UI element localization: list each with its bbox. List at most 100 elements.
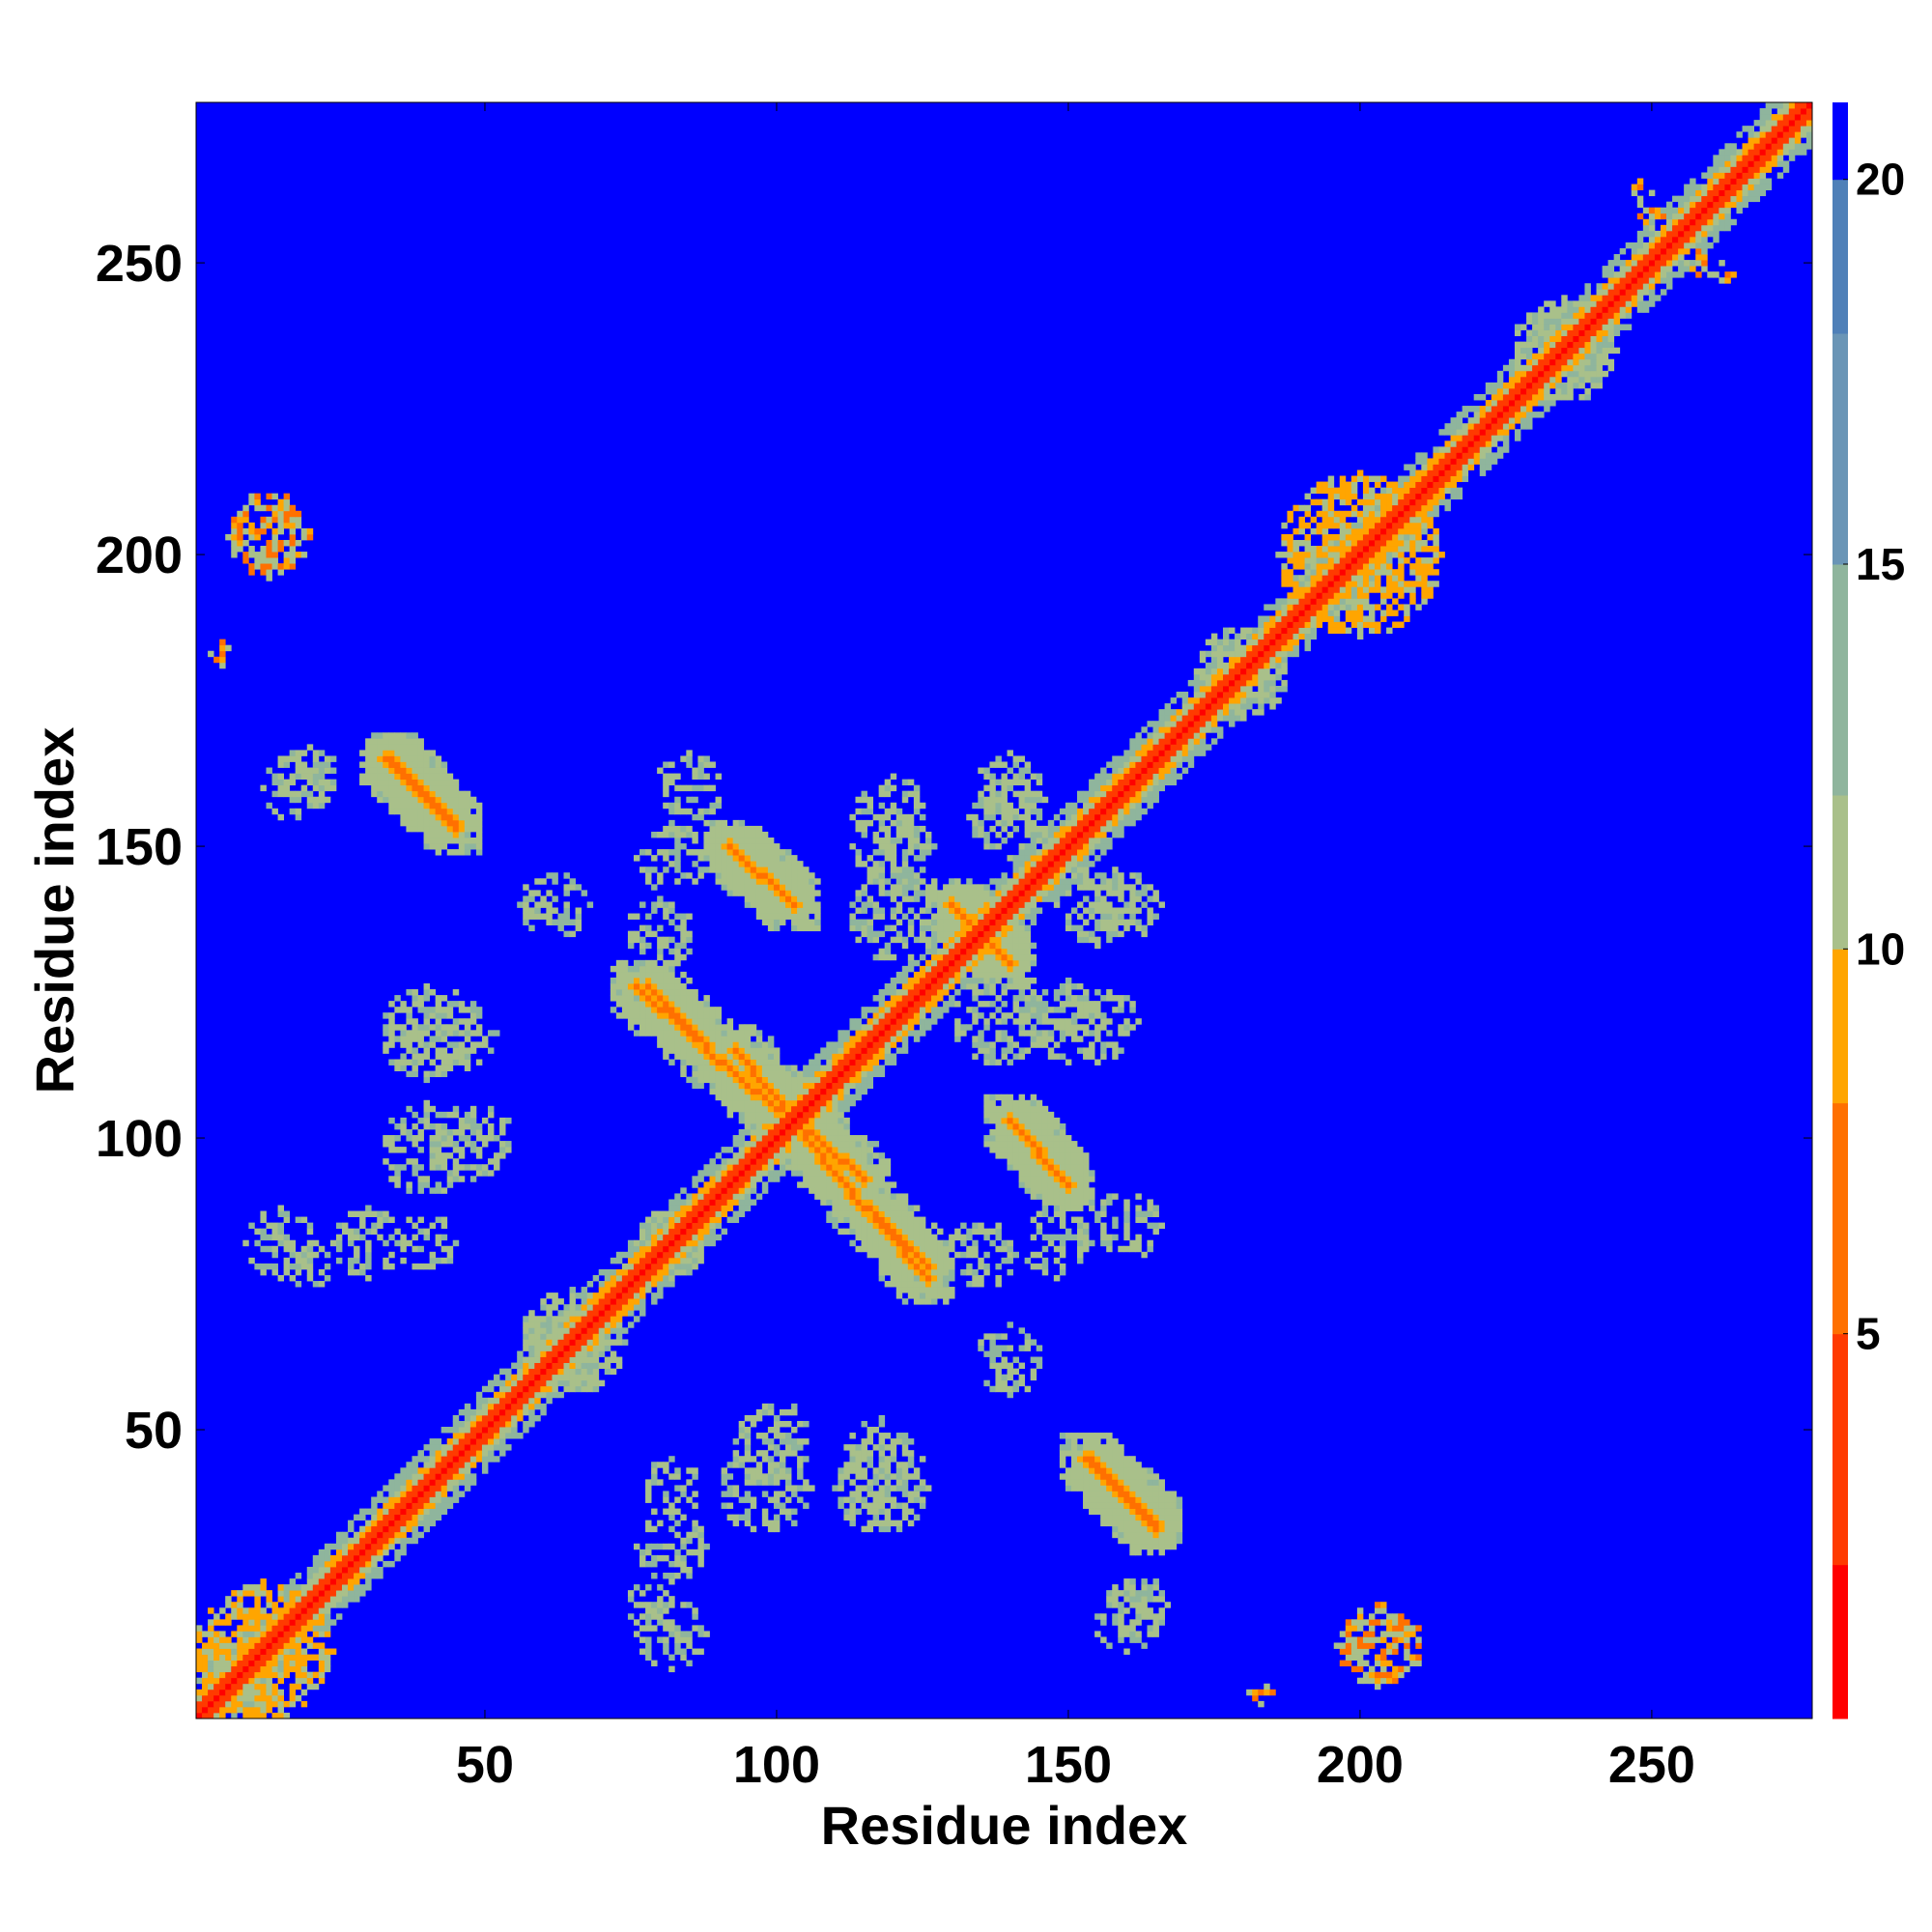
heatmap-cell: [878, 1414, 886, 1422]
heatmap-cell: [458, 1122, 466, 1130]
heatmap-cell: [867, 1193, 874, 1200]
heatmap-cell: [820, 1047, 827, 1054]
heatmap-cell: [721, 1047, 728, 1054]
heatmap-cell: [1152, 1520, 1159, 1527]
heatmap-cell: [872, 1473, 880, 1480]
heatmap-cell: [435, 1239, 442, 1247]
heatmap-cell: [633, 977, 640, 984]
heatmap-cell: [668, 1030, 675, 1037]
heatmap-cell: [715, 1007, 722, 1013]
heatmap-cell: [843, 1152, 850, 1159]
heatmap-cell: [1053, 1199, 1061, 1206]
heatmap-cell: [1152, 1496, 1159, 1503]
heatmap-cell: [254, 1648, 261, 1655]
heatmap-cell: [651, 930, 658, 938]
heatmap-cell: [919, 1030, 926, 1037]
heatmap-cell: [989, 1339, 996, 1346]
heatmap-cell: [1118, 1607, 1124, 1614]
heatmap-cell: [359, 1234, 366, 1241]
heatmap-cell: [365, 1573, 372, 1579]
heatmap-cell: [791, 1117, 798, 1124]
heatmap-cell: [610, 1356, 617, 1363]
heatmap-cell: [761, 1520, 769, 1527]
heatmap-cell: [966, 1251, 973, 1259]
heatmap-cell: [429, 1041, 437, 1048]
heatmap-cell: [715, 1234, 722, 1241]
heatmap-cell: [289, 1263, 297, 1270]
heatmap-cell: [633, 1239, 640, 1247]
heatmap-cell: [1100, 1012, 1107, 1019]
heatmap-cell: [388, 1502, 395, 1509]
heatmap-cell: [1012, 1041, 1019, 1048]
heatmap-cell: [663, 1274, 669, 1282]
heatmap-cell: [540, 1408, 547, 1416]
heatmap-cell: [983, 1117, 990, 1124]
heatmap-cell: [744, 1479, 752, 1486]
heatmap-cell: [208, 1712, 214, 1719]
heatmap-cell: [995, 977, 1002, 984]
heatmap-cell: [820, 1128, 827, 1136]
heatmap-cell: [494, 1158, 500, 1165]
heatmap-cell: [1053, 1187, 1061, 1194]
heatmap-cell: [1018, 1135, 1026, 1142]
heatmap-cell: [1112, 1520, 1119, 1527]
heatmap-cell: [312, 1671, 320, 1679]
heatmap-cell: [919, 1456, 926, 1463]
heatmap-cell: [931, 1293, 938, 1299]
heatmap-cell: [505, 1374, 512, 1381]
heatmap-cell: [872, 1216, 880, 1224]
heatmap-cell: [254, 1584, 261, 1591]
heatmap-cell: [417, 1502, 424, 1509]
heatmap-cell: [721, 1164, 728, 1171]
heatmap-cell: [260, 1665, 267, 1673]
heatmap-cell: [767, 1147, 775, 1153]
heatmap-cell: [949, 995, 955, 1002]
heatmap-cell: [633, 1631, 640, 1637]
heatmap-cell: [1118, 1462, 1124, 1468]
heatmap-cell: [1083, 1030, 1090, 1037]
heatmap-cell: [697, 1047, 704, 1054]
heatmap-cell: [417, 1485, 424, 1492]
heatmap-cell: [1007, 1094, 1013, 1101]
heatmap-cell: [668, 936, 675, 944]
heatmap-cell: [1024, 1181, 1032, 1188]
heatmap-cell: [563, 1362, 570, 1370]
heatmap-cell: [744, 1094, 752, 1101]
heatmap-cell: [732, 1030, 740, 1037]
heatmap-cell: [989, 965, 996, 973]
heatmap-cell: [475, 1397, 483, 1405]
heatmap-cell: [266, 1636, 272, 1643]
heatmap-cell: [289, 1274, 297, 1282]
heatmap-cell: [517, 1397, 524, 1405]
heatmap-cell: [446, 1257, 454, 1264]
heatmap-cell: [213, 1619, 220, 1626]
heatmap-cell: [884, 1170, 892, 1177]
heatmap-cell: [348, 1573, 355, 1579]
heatmap-cell: [540, 1345, 547, 1351]
heatmap-cell: [1065, 1234, 1072, 1241]
heatmap-cell: [907, 1222, 915, 1230]
heatmap-cell: [283, 1636, 291, 1643]
heatmap-cell: [615, 1257, 623, 1264]
heatmap-cell: [196, 1625, 203, 1632]
heatmap-cell: [715, 1216, 722, 1224]
heatmap-cell: [651, 1018, 658, 1025]
heatmap-cell: [499, 1408, 506, 1416]
heatmap-cell: [435, 1070, 442, 1078]
heatmap-cell: [1077, 1036, 1084, 1042]
heatmap-cell: [668, 1210, 675, 1217]
heatmap-cell: [306, 1596, 314, 1603]
heatmap-cell: [324, 1548, 331, 1556]
heatmap-cell: [458, 1007, 466, 1013]
heatmap-cell: [440, 1158, 448, 1165]
heatmap-cell: [1047, 1111, 1055, 1119]
heatmap-cell: [639, 1281, 646, 1288]
heatmap-cell: [668, 1041, 675, 1048]
heatmap-cell: [738, 1456, 746, 1463]
heatmap-cell: [1001, 1105, 1008, 1113]
heatmap-cell: [1386, 1677, 1393, 1685]
heatmap-cell: [1118, 1508, 1124, 1516]
heatmap-cell: [581, 1379, 588, 1387]
heatmap-cell: [563, 1339, 570, 1346]
heatmap-cell: [260, 1636, 267, 1643]
